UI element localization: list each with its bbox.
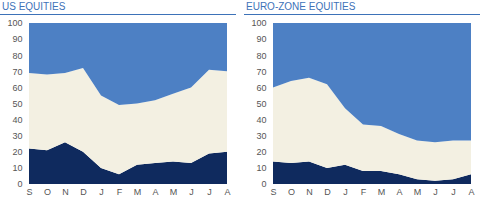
svg-text:0: 0 — [261, 179, 266, 189]
svg-text:O: O — [44, 187, 51, 197]
svg-text:M: M — [378, 187, 386, 197]
svg-text:30: 30 — [256, 131, 266, 141]
svg-text:A: A — [396, 187, 402, 197]
svg-text:J: J — [189, 187, 194, 197]
svg-text:J: J — [433, 187, 438, 197]
svg-text:D: D — [324, 187, 331, 197]
svg-text:70: 70 — [256, 67, 266, 77]
svg-text:80: 80 — [12, 51, 22, 61]
svg-text:60: 60 — [12, 83, 22, 93]
svg-text:100: 100 — [251, 18, 266, 28]
svg-text:A: A — [224, 187, 230, 197]
svg-text:A: A — [468, 187, 474, 197]
svg-text:O: O — [288, 187, 295, 197]
svg-text:20: 20 — [12, 147, 22, 157]
svg-text:M: M — [134, 187, 142, 197]
svg-text:20: 20 — [256, 147, 266, 157]
svg-text:M: M — [170, 187, 178, 197]
svg-text:F: F — [117, 187, 123, 197]
svg-text:90: 90 — [256, 34, 266, 44]
svg-text:10: 10 — [256, 163, 266, 173]
svg-text:A: A — [152, 187, 158, 197]
svg-text:S: S — [26, 187, 32, 197]
svg-text:50: 50 — [12, 99, 22, 109]
svg-text:0: 0 — [17, 179, 22, 189]
html-text:EURO-ZONE EQUITIES: EURO-ZONE EQUITIES — [246, 1, 356, 12]
svg-text:90: 90 — [12, 34, 22, 44]
svg-text:S: S — [270, 187, 276, 197]
html-text:US EQUITIES: US EQUITIES — [2, 1, 66, 12]
svg-text:F: F — [361, 187, 367, 197]
svg-text:60: 60 — [256, 83, 266, 93]
svg-text:D: D — [80, 187, 87, 197]
svg-text:N: N — [306, 187, 313, 197]
svg-text:J: J — [207, 187, 212, 197]
svg-text:40: 40 — [256, 115, 266, 125]
svg-text:J: J — [99, 187, 104, 197]
svg-text:J: J — [451, 187, 456, 197]
svg-text:30: 30 — [12, 131, 22, 141]
svg-text:100: 100 — [7, 18, 22, 28]
svg-text:N: N — [62, 187, 69, 197]
svg-text:80: 80 — [256, 51, 266, 61]
svg-text:70: 70 — [12, 67, 22, 77]
svg-text:50: 50 — [256, 99, 266, 109]
svg-text:M: M — [414, 187, 422, 197]
svg-text:J: J — [343, 187, 348, 197]
svg-text:40: 40 — [12, 115, 22, 125]
svg-text:10: 10 — [12, 163, 22, 173]
